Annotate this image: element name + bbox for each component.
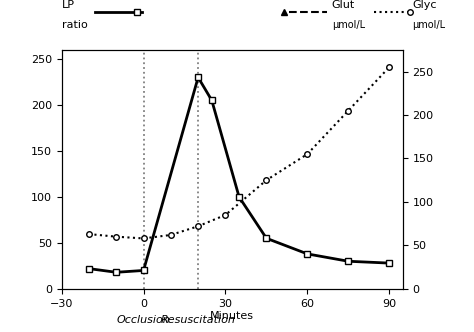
Text: Occlusion: Occlusion — [117, 315, 170, 325]
X-axis label: Minutes: Minutes — [210, 311, 254, 321]
Text: μmol/L: μmol/L — [412, 20, 446, 30]
Text: ratio: ratio — [62, 20, 87, 30]
Text: μmol/L: μmol/L — [332, 20, 365, 30]
Text: Resuscitation: Resuscitation — [161, 315, 236, 325]
Text: Glut: Glut — [332, 0, 355, 10]
Text: Glyc: Glyc — [412, 0, 437, 10]
Text: LP: LP — [62, 0, 74, 10]
